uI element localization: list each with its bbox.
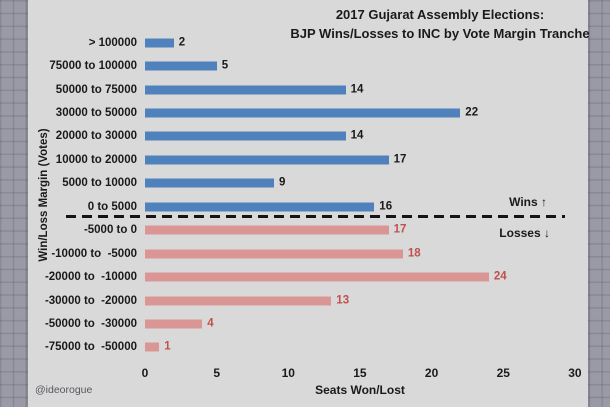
value-label: 9 xyxy=(279,176,286,189)
bar-loss xyxy=(145,249,403,259)
chart-row: 75000 to 100000 5 xyxy=(28,54,588,77)
category-label: 10000 to 20000 xyxy=(55,153,137,166)
category-label: -5000 to 0 xyxy=(83,224,137,237)
bar-zone: 2 xyxy=(137,31,588,54)
bar-zone: 13 xyxy=(137,289,588,312)
value-label: 17 xyxy=(393,153,407,166)
bar-win xyxy=(145,202,375,212)
chart-rows: > 100000 2 75000 to 100000 5 50000 to 75000 1… xyxy=(28,31,588,359)
x-tick-label: 20 xyxy=(424,366,439,380)
value-label: 1 xyxy=(164,340,171,353)
bar-zone: 17 xyxy=(137,219,588,242)
chart-row: 30000 to 50000 22 xyxy=(28,101,588,124)
bar-zone: 5 xyxy=(137,54,588,77)
losses-annotation: Losses ↓ xyxy=(499,226,550,240)
category-label: 5000 to 10000 xyxy=(62,177,137,190)
chart-row: -10000 to -5000 18 xyxy=(28,242,588,265)
x-tick-label: 15 xyxy=(353,366,367,380)
bar-zone: 17 xyxy=(137,148,588,171)
watermark: @ideorogue xyxy=(35,384,93,396)
value-label: 5 xyxy=(221,59,229,72)
bar-loss xyxy=(145,296,332,306)
category-label: > 100000 xyxy=(88,36,137,49)
x-axis-title: Seats Won/Lost xyxy=(315,383,405,397)
value-label: 14 xyxy=(350,129,364,142)
category-label: -50000 to -30000 xyxy=(44,317,137,330)
bar-loss xyxy=(145,319,203,329)
bar-zone: 4 xyxy=(137,312,588,335)
bar-win xyxy=(145,85,346,95)
category-label: 0 to 5000 xyxy=(87,200,137,213)
category-label: 30000 to 50000 xyxy=(55,107,137,120)
chart-row: -50000 to -30000 4 xyxy=(28,312,588,335)
value-label: 14 xyxy=(350,82,364,95)
bar-zone: 18 xyxy=(137,242,588,265)
bar-win xyxy=(145,108,461,118)
chart-row: 20000 to 30000 14 xyxy=(28,125,588,148)
bar-loss xyxy=(145,225,389,235)
bar-win xyxy=(145,178,274,188)
category-label: -30000 to -20000 xyxy=(44,294,137,307)
value-label: 22 xyxy=(465,106,479,119)
category-label: -10000 to -5000 xyxy=(51,247,137,260)
bar-win xyxy=(145,155,389,165)
bar-zone: 9 xyxy=(137,172,588,195)
x-tick-label: 30 xyxy=(568,366,582,380)
wins-losses-separator-line xyxy=(66,215,565,218)
bar-zone: 24 xyxy=(137,265,588,288)
chart-panel: 2017 Gujarat Assembly Elections: BJP Win… xyxy=(28,0,590,407)
chart-title: 2017 Gujarat Assembly Elections: BJP Win… xyxy=(280,6,600,43)
bar-win xyxy=(145,61,217,71)
bar-win xyxy=(145,38,174,48)
category-label: 20000 to 30000 xyxy=(55,130,137,143)
value-label: 13 xyxy=(336,293,350,306)
chart-row: > 100000 2 xyxy=(28,31,588,54)
chart-row: 50000 to 75000 14 xyxy=(28,78,588,101)
value-label: 18 xyxy=(407,246,421,259)
bar-loss xyxy=(145,342,160,352)
x-axis-ticks: 0 5 10 15 20 25 30 xyxy=(28,366,588,380)
bar-loss xyxy=(145,272,489,282)
chart-title-line2: BJP Wins/Losses to INC by Vote Margin Tr… xyxy=(290,25,590,41)
value-label: 24 xyxy=(493,270,507,283)
wins-annotation: Wins ↑ xyxy=(509,195,547,209)
chart-row: 0 to 5000 16 xyxy=(28,195,588,218)
bar-zone: 22 xyxy=(137,101,588,124)
category-label: -75000 to -50000 xyxy=(44,341,137,354)
bar-zone: 16 xyxy=(137,195,588,218)
value-label: 2 xyxy=(178,35,186,48)
bar-zone: 1 xyxy=(137,336,588,359)
chart-row: -30000 to -20000 13 xyxy=(28,289,588,312)
category-label: -20000 to -10000 xyxy=(44,271,137,284)
value-label: 16 xyxy=(379,200,393,213)
chart-row: -75000 to -50000 1 xyxy=(28,336,588,359)
x-tick-label: 25 xyxy=(496,366,510,380)
chart-row: 10000 to 20000 17 xyxy=(28,148,588,171)
chart-row: 5000 to 10000 9 xyxy=(28,172,588,195)
bar-zone: 14 xyxy=(137,78,588,101)
bar-win xyxy=(145,131,346,141)
category-label: 75000 to 100000 xyxy=(49,60,137,73)
value-label: 17 xyxy=(393,223,407,236)
chart-row: -20000 to -10000 24 xyxy=(28,265,588,288)
chart-title-line1: 2017 Gujarat Assembly Elections: xyxy=(335,7,545,22)
value-label: 4 xyxy=(207,317,214,330)
x-tick-label: 5 xyxy=(213,366,221,380)
x-tick-label: 10 xyxy=(281,366,295,380)
category-label: 50000 to 75000 xyxy=(55,83,137,96)
bar-zone: 14 xyxy=(137,125,588,148)
x-tick-label: 0 xyxy=(141,366,149,380)
chart-row: -5000 to 0 17 xyxy=(28,219,588,242)
